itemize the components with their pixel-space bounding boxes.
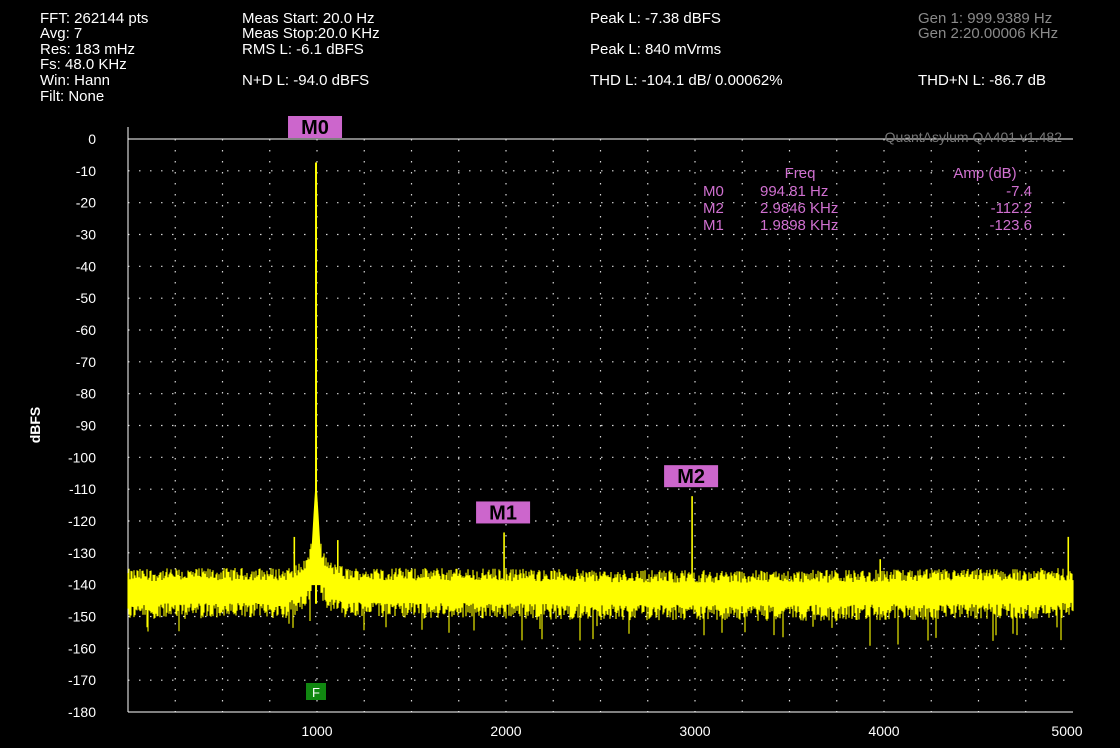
marker-m2: M2: [664, 465, 719, 488]
marker-table-freq-header: Freq: [785, 165, 816, 182]
marker-table-freq: 994.81 Hz: [760, 183, 828, 200]
peak-mvrms-label: Peak L: 840 mVrms: [590, 41, 722, 58]
marker-table-amp-header: Amp (dB): [953, 165, 1016, 182]
marker-table-name: M2: [703, 200, 724, 217]
filter-badge: [306, 683, 326, 700]
marker-table-name: M1: [703, 217, 724, 234]
thd-label: THD L: -104.1 dB/ 0.00062%: [590, 72, 783, 89]
marker-table-amp: -112.2: [991, 200, 1032, 217]
marker-badge: [288, 116, 343, 138]
watermark-label: QuantAsylum QA401 v1.482: [885, 129, 1063, 145]
y-tick-label: -180: [68, 704, 96, 720]
marker-table-freq: 1.9898 KHz: [760, 217, 838, 234]
y-tick-label: -120: [68, 513, 96, 529]
x-tick-label: 5000: [1051, 723, 1082, 739]
averages-label: Avg: 7: [40, 25, 83, 42]
marker-badge: [664, 465, 719, 488]
filter-marker: F: [306, 683, 326, 700]
meas-stop-label: Meas Stop:20.0 KHz: [242, 25, 380, 42]
peak-dbfs-label: Peak L: -7.38 dBFS: [590, 10, 721, 27]
marker-table-amp: -7.4: [1006, 183, 1032, 200]
y-tick-label: -90: [76, 418, 96, 434]
marker-badge: [476, 501, 531, 524]
rms-label: RMS L: -6.1 dBFS: [242, 41, 364, 58]
y-tick-label: -30: [76, 227, 96, 243]
generator-2-label: Gen 2:20.00006 KHz: [918, 25, 1059, 42]
thdn-label: THD+N L: -86.7 dB: [918, 72, 1046, 89]
x-tick-label: 1000: [301, 723, 332, 739]
y-tick-label: -100: [68, 449, 96, 465]
meas-start-label: Meas Start: 20.0 Hz: [242, 10, 375, 27]
y-axis-title: dBFS: [27, 407, 43, 444]
resolution-label: Res: 183 mHz: [40, 41, 136, 58]
fft-size-label: FFT: 262144 pts: [40, 10, 149, 27]
y-tick-label: -60: [76, 322, 96, 338]
noise-floor-trace: [127, 517, 1074, 646]
y-tick-label: -50: [76, 290, 96, 306]
marker-m0: M0: [288, 116, 343, 139]
x-tick-label: 3000: [679, 723, 710, 739]
generator-1-label: Gen 1: 999.9389 Hz: [918, 10, 1053, 27]
noise-distortion-label: N+D L: -94.0 dBFS: [242, 72, 370, 89]
window-label: Win: Hann: [40, 72, 111, 89]
filter-label: F: [312, 685, 320, 700]
y-tick-label: -70: [76, 354, 96, 370]
y-tick-label: -170: [68, 672, 96, 688]
y-tick-label: -140: [68, 577, 96, 593]
y-tick-label: -10: [76, 163, 96, 179]
y-tick-label: -20: [76, 195, 96, 211]
y-tick-label: 0: [88, 131, 96, 147]
y-tick-label: -130: [68, 545, 96, 561]
y-tick-label: -160: [68, 640, 96, 656]
y-tick-label: -40: [76, 258, 96, 274]
sample-rate-label: Fs: 48.0 KHz: [40, 56, 127, 73]
y-tick-label: -110: [69, 481, 96, 497]
marker-m1: M1: [476, 501, 531, 524]
x-tick-label: 4000: [868, 723, 899, 739]
marker-table-name: M0: [703, 183, 724, 200]
marker-label: M0: [301, 117, 329, 139]
x-tick-label: 2000: [490, 723, 521, 739]
marker-table-amp: -123.6: [989, 217, 1032, 234]
y-tick-label: -150: [68, 609, 96, 625]
fundamental-skirt: [309, 482, 323, 586]
marker-label: M2: [677, 466, 705, 488]
filter-label: Filt: None: [40, 88, 105, 105]
marker-table-freq: 2.9846 KHz: [760, 200, 838, 217]
y-tick-label: -80: [76, 386, 96, 402]
marker-label: M1: [489, 502, 517, 524]
